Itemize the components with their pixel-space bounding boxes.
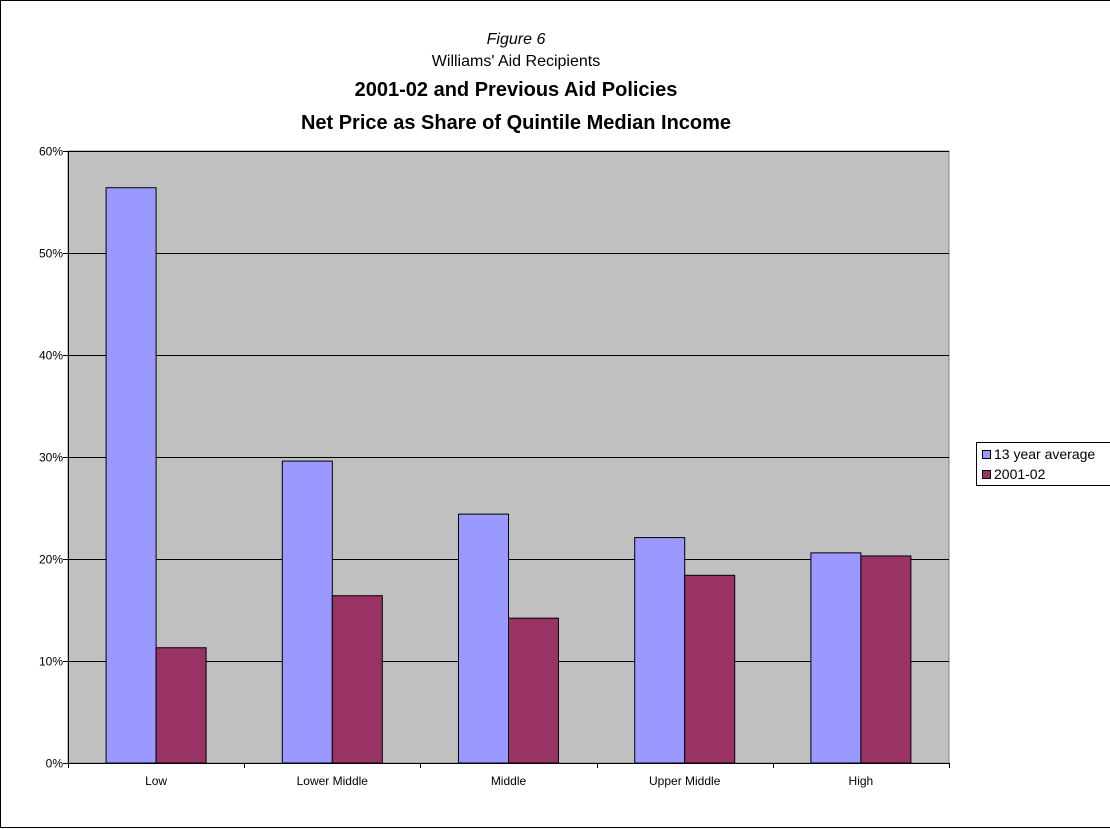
- chart-title-line-2: Net Price as Share of Quintile Median In…: [300, 112, 732, 134]
- bar-series-1-upper-middle: [634, 537, 686, 764]
- legend-label-series-2: 2001-02: [994, 466, 1046, 482]
- bar-series-2-lower-middle: [331, 595, 383, 764]
- bar-series-2-upper-middle: [684, 574, 736, 764]
- bar-series-1-high: [810, 552, 862, 764]
- y-tick-label: 20%: [39, 553, 63, 567]
- x-tick-label: Middle: [491, 774, 527, 788]
- y-tick-label: 30%: [39, 451, 63, 465]
- bar-series-2-high: [860, 555, 912, 764]
- legend-item-series-1: 13 year average: [982, 445, 1095, 463]
- figure-label: Figure 6: [486, 31, 546, 48]
- chart-subtitle: Williams' Aid Recipients: [431, 53, 601, 70]
- x-tick-label: Low: [145, 774, 167, 788]
- x-tick-label: Upper Middle: [649, 774, 721, 788]
- legend-item-series-2: 2001-02: [982, 465, 1045, 483]
- x-tick-label: High: [849, 774, 874, 788]
- bar-series-1-middle: [458, 513, 509, 764]
- chart-title-line-1: 2001-02 and Previous Aid Policies: [354, 79, 678, 101]
- bar-series-2-middle: [508, 617, 559, 764]
- bar-series-1-lower-middle: [281, 460, 333, 764]
- legend-swatch-series-2: [982, 469, 991, 479]
- y-tick-label: 10%: [39, 655, 63, 669]
- bar-series-2-low: [155, 647, 207, 764]
- x-tick-label: Lower Middle: [297, 774, 369, 788]
- y-tick-label: 60%: [39, 145, 63, 159]
- y-tick-label: 0%: [46, 757, 64, 771]
- legend-swatch-series-1: [982, 449, 991, 459]
- y-tick-label: 40%: [39, 349, 63, 363]
- legend: 13 year average 2001-02: [976, 442, 1110, 486]
- bar-series-1-low: [105, 187, 157, 764]
- legend-label-series-1: 13 year average: [994, 446, 1096, 462]
- y-tick-label: 50%: [39, 247, 63, 261]
